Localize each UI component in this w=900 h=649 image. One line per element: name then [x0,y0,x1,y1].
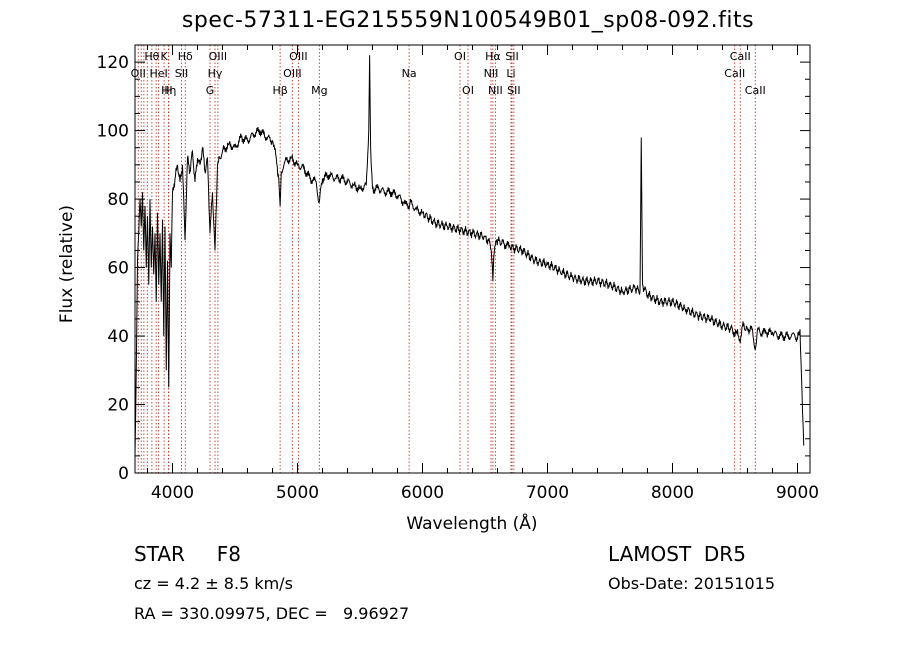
survey-name: LAMOST DR5 [608,542,746,566]
object-class: STAR F8 [134,542,241,566]
y-tick-label: 80 [107,190,129,210]
line-label: OIII [209,50,227,63]
chart-title: spec-57311-EG215559N100549B01_sp08-092.f… [181,8,755,33]
y-tick-label: 60 [107,259,129,279]
x-tick-label: 4000 [151,483,194,503]
y-tick-label: 40 [107,327,129,347]
spectrum-line [134,55,805,456]
line-label: Hδ [178,50,193,63]
line-label: Li [506,67,515,80]
x-tick-label: 5000 [276,483,319,503]
obs-date: Obs-Date: 20151015 [608,574,776,593]
line-label: Na [402,67,417,80]
plot-frame [134,44,811,474]
line-label: Hγ [208,67,223,80]
line-label: SII [505,50,518,63]
x-tick-label: 7000 [526,483,569,503]
line-label: NII [488,84,503,97]
line-label: OII [131,67,146,80]
line-label: OI [454,50,466,63]
x-tick-label: 6000 [401,483,444,503]
line-label: NII [484,67,499,80]
redshift-text: cz = 4.2 ± 8.5 km/s [134,574,293,593]
line-label: OI [462,84,474,97]
x-tick-label: 9000 [776,483,819,503]
line-label: OIII [283,67,301,80]
line-label: OIII [289,50,307,63]
x-axis-label: Wavelength (Å) [406,512,537,534]
line-label: K [161,50,169,63]
spectrum-series [134,55,805,456]
y-tick-label: 20 [107,396,129,416]
line-label: H [164,84,172,97]
line-label: CaII [724,67,745,80]
y-axis-label: Flux (relative) [57,205,77,323]
line-label: HeI [149,67,167,80]
line-label: Hβ [272,84,287,97]
line-label: SII [507,84,520,97]
line-label: G [206,84,215,97]
axes: 4000 5000 6000 7000 8000 9000 0 20 40 60 80 100 120 [97,44,819,503]
line-label: Hα [485,50,501,63]
y-tick-label: 100 [97,122,129,142]
x-tick-label: 8000 [651,483,694,503]
y-tick-label: 120 [97,53,129,73]
line-label: Hθ [144,50,159,63]
line-labels: OII Hθ HeI K HHη SII Hδ G Hγ OIII Hβ OIII OIII Mg Na OI… [131,50,766,97]
ra-dec-text: RA = 330.09975, DEC = 9.96927 [134,604,410,623]
line-label: CaII [730,50,751,63]
line-label: Hη [161,84,176,97]
y-tick-label: 0 [118,464,129,484]
line-label: Mg [311,84,327,97]
line-label: CaII [745,84,766,97]
spectral-line-markers [137,45,756,473]
line-label: SII [175,67,188,80]
